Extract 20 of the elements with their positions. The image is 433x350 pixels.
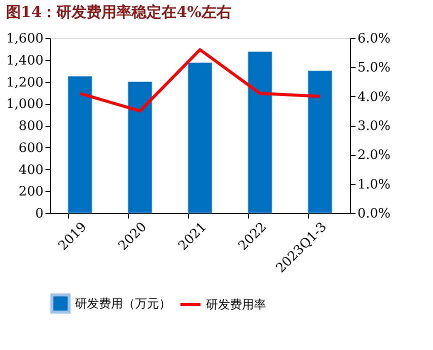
y-tick-label: 1,400 xyxy=(6,53,44,68)
y2-tick-label: 1.0% xyxy=(358,177,391,192)
legend-label: 研发费用（万元） xyxy=(75,296,171,310)
y2-tick-label: 5.0% xyxy=(358,60,391,76)
y-tick-label: 1,000 xyxy=(6,97,44,112)
y2-tick-label: 4.0% xyxy=(358,90,391,105)
legend-label: 研发费用率 xyxy=(206,298,266,312)
y-tick-label: 200 xyxy=(18,184,44,200)
y2-tick-label: 0.0% xyxy=(358,206,391,222)
y-tick-label: 1,600 xyxy=(6,32,44,46)
y-tick-label: 1,200 xyxy=(6,75,44,90)
y-tick-label: 600 xyxy=(18,140,44,156)
y-tick-label: 400 xyxy=(18,162,44,178)
y2-tick-label: 2.0% xyxy=(358,148,391,164)
chart-title: 图14：研发费用率稳定在4%左右 xyxy=(6,3,232,21)
line-series xyxy=(78,48,322,112)
y-tick-label: 800 xyxy=(18,119,44,134)
y2-tick-label: 6.0% xyxy=(358,32,391,46)
y2-tick-label: 3.0% xyxy=(358,119,391,134)
y-tick-label: 0 xyxy=(35,206,44,222)
